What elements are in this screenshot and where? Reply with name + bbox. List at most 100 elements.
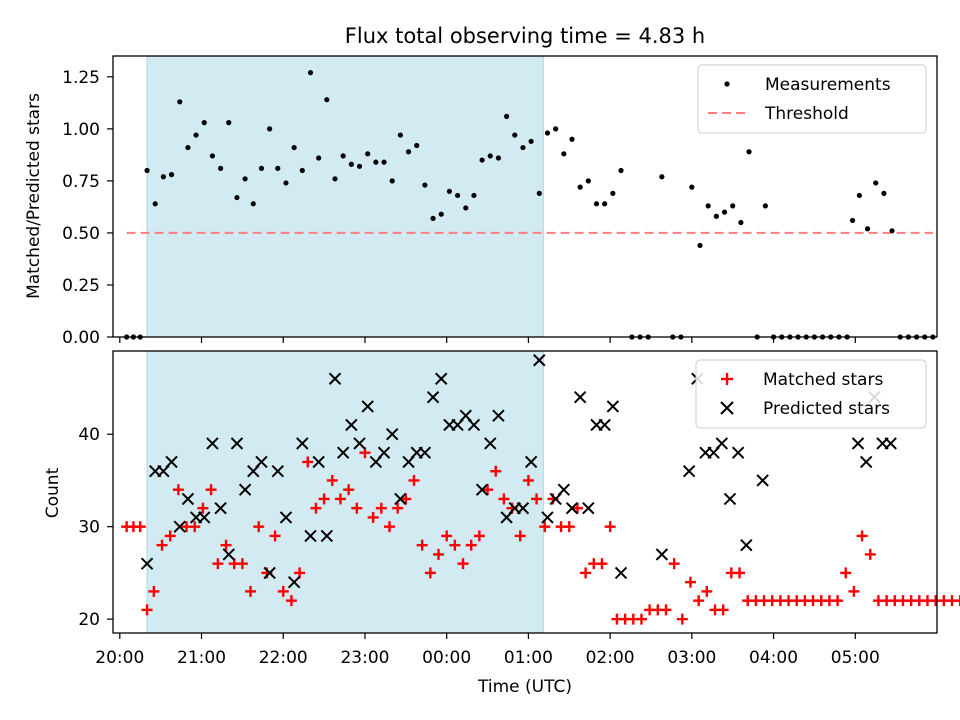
x-tick-label: 05:00 (831, 648, 880, 668)
measurement-point (226, 120, 232, 126)
predicted-star-point (524, 455, 538, 469)
matched-star-point (848, 585, 860, 597)
bottom-legend: Matched stars Predicted stars (695, 359, 927, 429)
measurement-point (316, 155, 322, 161)
matched-star-point (302, 456, 314, 468)
measurement-point (610, 190, 616, 196)
measurement-point (389, 178, 395, 184)
predicted-star-point (475, 483, 489, 496)
measurement-point (144, 167, 150, 174)
predicted-star-point (296, 437, 309, 450)
measurement-point (267, 126, 273, 132)
measurement-point (201, 120, 207, 126)
top-y-axis-label: Matched/Predicted stars (24, 93, 44, 299)
measurement-point (889, 228, 895, 234)
measurement-point (618, 167, 624, 174)
measurement-point (864, 226, 871, 232)
x-tick-label: 23:00 (340, 648, 389, 668)
top-highlight-span (146, 55, 544, 338)
matched-star-point (212, 558, 224, 570)
measurement-point (689, 184, 695, 190)
measurement-point (185, 144, 191, 151)
predicted-star-point (859, 455, 873, 469)
predicted-star-point (377, 446, 391, 459)
measurement-point (593, 201, 600, 207)
measurement-point (373, 159, 379, 165)
measurement-point (348, 161, 354, 167)
bottom-y-ticks: 20 30 40 (78, 425, 113, 630)
measurement-point (242, 176, 248, 182)
measurement-point (697, 242, 703, 249)
measurement-point (275, 165, 281, 171)
top-x-ticks (119, 337, 856, 343)
matched-star-point (148, 585, 160, 597)
top-panel: 0.00 0.25 0.50 0.75 1.00 1.25 Matched/Predict… (24, 55, 938, 348)
predicted-star-point (255, 455, 268, 469)
measurement-point (397, 132, 403, 138)
predicted-star-point (731, 446, 745, 459)
matched-star-point (392, 502, 404, 514)
measurement-point (512, 132, 518, 138)
x-tick-label: 03:00 (667, 648, 716, 668)
matched-star-point (441, 530, 453, 542)
measurement-point (446, 188, 453, 194)
predicted-star-point (614, 566, 628, 580)
matched-star-point (668, 558, 680, 570)
measurement-points (124, 70, 936, 340)
measurement-point (544, 130, 551, 136)
measurement-point (454, 192, 461, 199)
matched-star-point (294, 567, 306, 579)
matched-star-point (954, 595, 960, 607)
bottom-y-axis-label: Count (43, 467, 63, 518)
measurement-point (177, 99, 183, 105)
predicted-star-point (173, 520, 186, 533)
measurement-point (520, 144, 526, 151)
measurement-point (340, 153, 346, 159)
matched-star-point (701, 585, 713, 597)
x-tick-label: 00:00 (422, 648, 471, 668)
x-tick-label: 22:00 (259, 648, 308, 668)
matched-star-point (367, 511, 379, 523)
matched-star-point (334, 493, 346, 505)
predicted-star-point (435, 372, 448, 385)
legend-label-matched: Matched stars (763, 370, 883, 390)
matched-star-point (482, 484, 494, 496)
measurement-point (291, 144, 297, 151)
measurement-point (504, 113, 510, 119)
predicted-star-point (271, 464, 285, 478)
predicted-star-point (287, 575, 301, 589)
measurement-point (495, 155, 502, 161)
predicted-star-point (222, 548, 235, 561)
predicted-star-point (353, 437, 366, 450)
predicted-star-point (756, 474, 769, 487)
matched-star-point (840, 567, 852, 579)
predicted-star-point (740, 538, 753, 552)
matched-star-point (717, 604, 729, 616)
matched-star-point (604, 521, 616, 533)
legend-label-measurements: Measurements (765, 75, 891, 95)
x-axis-label: Time (UTC) (477, 677, 572, 697)
matched-star-points (121, 447, 960, 625)
predicted-star-point (230, 437, 244, 450)
legend-label-predicted: Predicted stars (763, 399, 890, 419)
measurement-point (332, 176, 338, 182)
matched-star-point (253, 521, 265, 533)
matched-star-point (580, 567, 592, 579)
y-tick-label: 1.00 (62, 120, 100, 140)
measurement-point (487, 153, 493, 159)
y-tick-label: 1.25 (62, 68, 100, 88)
matched-star-point (156, 539, 168, 551)
matched-star-point (245, 585, 257, 597)
predicted-star-point (557, 483, 571, 496)
bottom-plot-frame (112, 350, 938, 634)
predicted-star-point (573, 391, 587, 404)
predicted-star-point (214, 501, 227, 515)
bottom-highlight-span (146, 350, 544, 634)
matched-star-point (832, 595, 844, 607)
top-plot-frame (112, 55, 938, 338)
matched-star-point (310, 502, 322, 514)
measurement-point (746, 149, 752, 155)
matched-star-point (498, 493, 510, 505)
matched-star-point (205, 484, 217, 496)
matched-star-point (277, 585, 289, 597)
